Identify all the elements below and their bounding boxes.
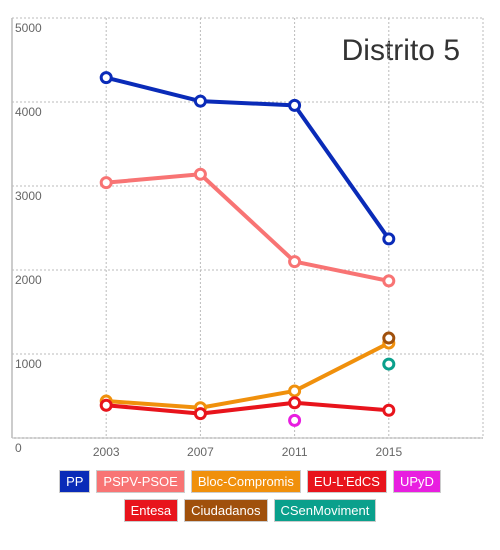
legend-item[interactable]: Entesa xyxy=(123,499,179,522)
data-point xyxy=(382,274,396,288)
legend: PP PSPV-PSOE Bloc-Compromis EU-L'EdCS UPyD En… xyxy=(0,470,500,528)
data-point xyxy=(193,167,207,181)
legend-item[interactable]: Bloc-Compromis xyxy=(190,470,301,493)
data-point xyxy=(288,384,302,398)
data-point xyxy=(99,398,113,412)
series-line xyxy=(106,172,390,283)
series-line xyxy=(106,400,389,416)
data-point xyxy=(288,98,302,112)
data-point xyxy=(288,413,302,427)
y-tick-label: 4000 xyxy=(15,105,42,119)
data-point xyxy=(382,331,396,345)
legend-item[interactable]: CSenMoviment xyxy=(273,499,377,522)
data-point xyxy=(99,71,113,85)
series-line xyxy=(105,75,391,241)
x-tick-label: 2015 xyxy=(375,445,402,459)
y-tick-label: 1000 xyxy=(15,357,42,371)
series-line xyxy=(106,341,390,410)
data-point xyxy=(99,176,113,190)
data-point xyxy=(382,232,396,246)
legend-row: PP PSPV-PSOE Bloc-Compromis EU-L'EdCS UPyD xyxy=(0,470,500,493)
data-point xyxy=(288,255,302,269)
x-tick-label: 2007 xyxy=(187,445,214,459)
chart-title: Distrito 5 xyxy=(342,34,460,67)
legend-item[interactable]: Ciudadanos xyxy=(184,499,268,522)
x-tick-label: 2011 xyxy=(282,445,308,459)
legend-row: Entesa Ciudadanos CSenMoviment xyxy=(0,499,500,522)
x-tick-label: 2003 xyxy=(93,445,120,459)
data-point xyxy=(382,357,396,371)
legend-item[interactable]: UPyD xyxy=(392,470,441,493)
legend-item[interactable]: PP xyxy=(59,470,91,493)
chart: Distrito 5 0 1000 2000 3000 4000 5000 2003 2007… xyxy=(11,17,484,459)
data-point xyxy=(382,403,396,417)
data-point xyxy=(193,94,207,108)
y-tick-label: 5000 xyxy=(15,21,42,35)
legend-item[interactable]: PSPV-PSOE xyxy=(96,470,185,493)
y-tick-label: 0 xyxy=(15,441,22,455)
data-point xyxy=(288,396,302,410)
data-point xyxy=(193,407,207,421)
legend-item[interactable]: EU-L'EdCS xyxy=(306,470,387,493)
y-tick-label: 3000 xyxy=(15,189,42,203)
y-tick-label: 2000 xyxy=(15,273,42,287)
